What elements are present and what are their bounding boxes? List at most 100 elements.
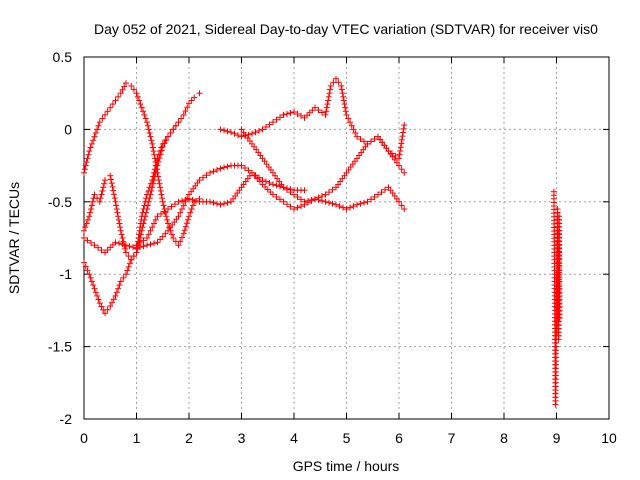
data-point xyxy=(294,204,301,211)
data-point xyxy=(110,296,117,303)
data-point xyxy=(217,126,224,133)
data-point xyxy=(137,101,144,108)
data-point xyxy=(83,158,90,165)
data-point xyxy=(175,213,182,220)
data-point xyxy=(266,121,273,128)
data-point xyxy=(354,133,360,140)
x-tick-label: 0 xyxy=(80,430,88,446)
data-point xyxy=(188,206,195,213)
data-point xyxy=(273,193,280,200)
y-axis-label: SDTVAR / TECUs xyxy=(6,182,22,294)
data-point xyxy=(149,144,156,151)
data-point xyxy=(361,199,367,206)
data-point xyxy=(214,200,220,207)
data-point xyxy=(81,235,87,241)
x-tick-labels: 0 1 2 3 4 5 6 7 8 9 10 xyxy=(80,430,617,446)
data-point xyxy=(134,93,141,100)
data-point xyxy=(89,198,96,205)
data-point xyxy=(396,155,402,162)
data-point xyxy=(119,86,126,93)
data-point xyxy=(158,144,165,151)
data-point xyxy=(151,240,157,247)
data-point xyxy=(348,122,355,129)
data-point xyxy=(112,239,119,246)
data-point xyxy=(188,97,195,104)
data-point xyxy=(86,213,93,220)
data-point xyxy=(267,189,274,196)
data-point xyxy=(108,180,115,187)
y-tick-label: -1.5 xyxy=(48,339,72,355)
data-point xyxy=(168,203,175,210)
data-point xyxy=(280,111,287,118)
data-point xyxy=(123,271,129,278)
data-point xyxy=(144,119,150,126)
data-point xyxy=(329,200,336,207)
data-point xyxy=(133,90,140,97)
data-point xyxy=(170,126,177,133)
data-point xyxy=(162,137,169,144)
data-point xyxy=(347,119,353,126)
data-point xyxy=(130,244,136,251)
data-point xyxy=(305,197,311,204)
data-point xyxy=(111,191,117,198)
data-point xyxy=(113,206,120,213)
data-point xyxy=(180,230,187,237)
data-point xyxy=(399,133,406,140)
x-tick-label: 2 xyxy=(185,430,193,446)
data-point xyxy=(125,253,132,260)
data-point xyxy=(90,282,97,289)
data-point xyxy=(312,195,318,202)
data-point xyxy=(128,256,135,263)
data-point xyxy=(158,210,164,217)
data-point xyxy=(102,111,108,118)
data-point xyxy=(364,198,371,205)
data-point xyxy=(81,166,88,173)
data-point xyxy=(315,107,322,114)
data-point xyxy=(100,184,107,191)
data-point xyxy=(238,133,245,140)
data-point xyxy=(117,227,124,234)
data-point xyxy=(113,289,120,296)
data-point xyxy=(277,114,283,121)
data-point xyxy=(325,93,332,100)
data-point xyxy=(186,100,192,107)
data-point xyxy=(149,140,156,147)
data-point xyxy=(151,169,157,176)
data-point xyxy=(157,184,164,191)
data-point xyxy=(280,184,287,191)
data-point xyxy=(96,198,103,205)
data-point xyxy=(119,235,126,241)
x-tick-label: 10 xyxy=(601,430,617,446)
data-point xyxy=(117,224,124,231)
data-point xyxy=(178,115,185,122)
data-point xyxy=(291,191,297,198)
data-point xyxy=(140,206,147,213)
y-tick-label: 0 xyxy=(64,121,72,137)
x-tick-label: 8 xyxy=(500,430,508,446)
data-point xyxy=(182,223,189,230)
data-point xyxy=(217,201,224,208)
data-point xyxy=(107,303,114,310)
data-point xyxy=(354,201,360,208)
data-point xyxy=(159,233,166,240)
y-tick-label: 0.5 xyxy=(53,49,73,65)
data-point xyxy=(96,119,103,126)
data-point xyxy=(145,126,152,133)
data-point xyxy=(113,202,120,209)
data-point xyxy=(104,108,111,115)
data-point xyxy=(221,200,227,207)
data-point xyxy=(84,216,91,223)
y-tick-label: -2 xyxy=(60,411,73,427)
data-point xyxy=(398,202,405,209)
data-point xyxy=(183,220,190,227)
data-point xyxy=(172,201,178,208)
data-point xyxy=(98,191,105,198)
data-point xyxy=(238,162,245,169)
data-point xyxy=(245,167,252,174)
data-point xyxy=(335,79,342,86)
data-point xyxy=(341,101,348,108)
data-point xyxy=(291,206,297,213)
data-point xyxy=(294,193,301,200)
data-point xyxy=(112,292,119,299)
data-point xyxy=(123,80,129,87)
